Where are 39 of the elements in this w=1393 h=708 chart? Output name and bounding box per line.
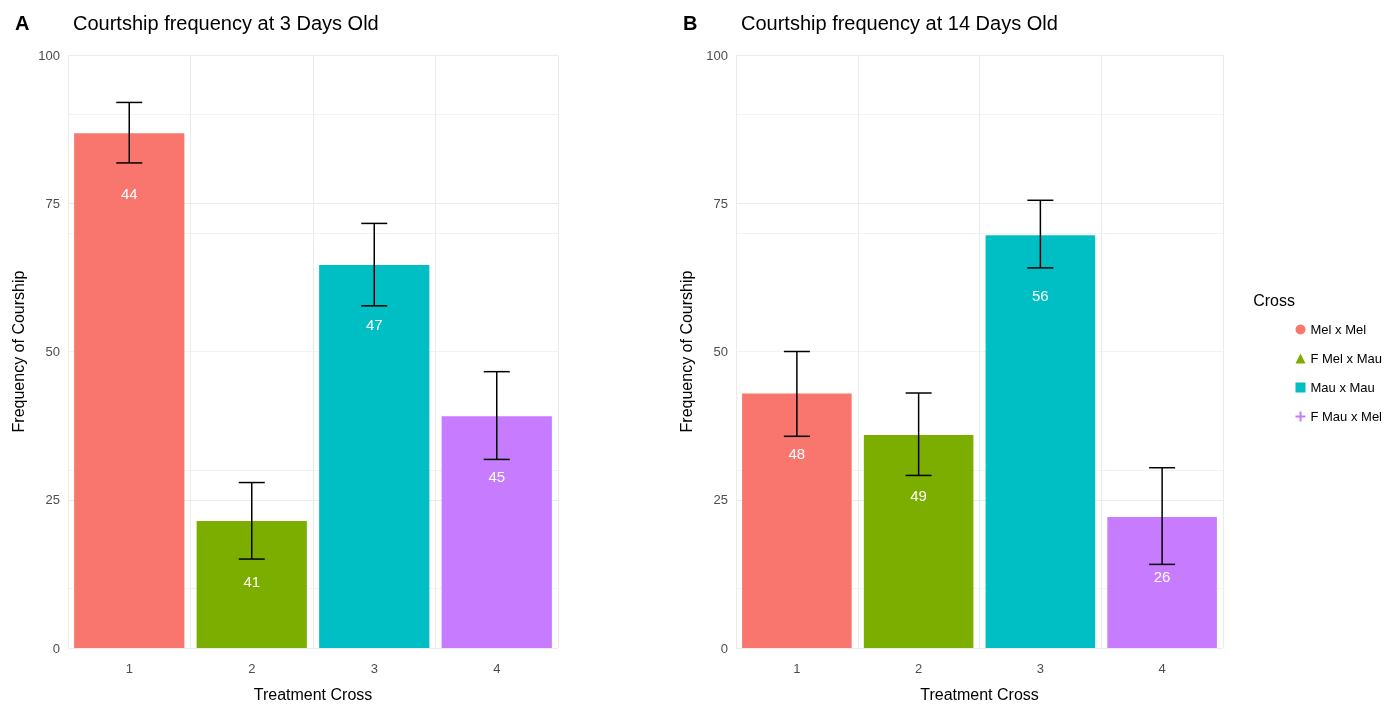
annotation: 47 <box>365 316 383 334</box>
x-axis-title: Treatment Cross <box>920 685 1039 703</box>
x-axis-title: Treatment Cross <box>253 685 373 703</box>
y-tick-label: 50 <box>45 344 60 359</box>
legend-label: F Mau x Mel <box>1310 409 1383 424</box>
annotation: 26 <box>1153 568 1171 586</box>
y-tick-label: 25 <box>45 492 60 508</box>
x-tick-label: 4 <box>493 661 501 676</box>
x-tick-label: 2 <box>248 661 256 676</box>
y-tick-label: 25 <box>713 492 728 508</box>
text: B <box>683 12 698 34</box>
y-tick-label: 100 <box>38 47 60 63</box>
y-tick-label: 100 <box>706 47 728 63</box>
annotation: 48 <box>788 445 806 463</box>
annotation: 45 <box>488 467 506 485</box>
annotation: 41 <box>243 572 261 590</box>
y-axis-title: Frequency of Courship <box>9 270 27 433</box>
x-tick-label: 3 <box>370 661 378 676</box>
y-tick-label: 75 <box>713 195 728 211</box>
legend-title: Cross <box>1253 291 1295 309</box>
legend-label: Mau x Mau <box>1310 380 1375 395</box>
annotation: 49 <box>910 486 927 504</box>
x-tick-label: 4 <box>1158 661 1166 676</box>
y-axis-title: Frequency of Courship <box>677 270 695 433</box>
legend-label: F Mel x Mau <box>1310 351 1382 366</box>
y-tick-label: 0 <box>52 640 60 656</box>
x-tick-label: 3 <box>1036 661 1044 676</box>
legend-label: Mel x Mel <box>1310 322 1367 337</box>
x-tick-label: 2 <box>915 661 923 676</box>
y-tick-label: 50 <box>713 344 728 359</box>
y-tick-label: 75 <box>45 195 60 211</box>
text: A <box>15 12 30 34</box>
chart-title: Courtship frequency at 14 Days Old <box>741 12 1058 34</box>
y-tick-label: 0 <box>720 640 728 656</box>
x-tick-label: 1 <box>125 661 133 676</box>
x-tick-label: 1 <box>793 661 801 676</box>
annotation: 44 <box>120 184 138 202</box>
annotation: 56 <box>1032 286 1049 304</box>
chart-title: Courtship frequency at 3 Days Old <box>73 12 379 34</box>
